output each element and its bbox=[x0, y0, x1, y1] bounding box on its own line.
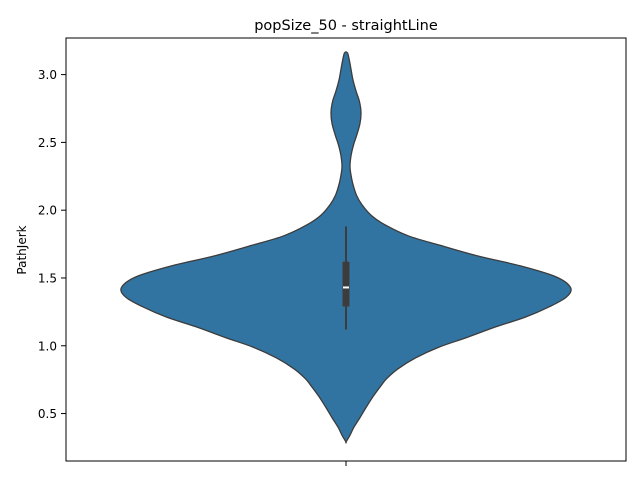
y-axis-label: PathJerk bbox=[15, 225, 29, 274]
y-tick-label: 2.0 bbox=[38, 204, 57, 218]
iqr-box bbox=[342, 261, 350, 307]
box-layer bbox=[342, 226, 350, 330]
y-tick-label: 2.5 bbox=[38, 136, 57, 150]
y-tick-label: 0.5 bbox=[38, 407, 57, 421]
y-tick-label: 1.5 bbox=[38, 271, 57, 285]
y-axis: 0.5 1.0 1.5 2.0 2.5 3.0 bbox=[38, 68, 66, 421]
chart-title: popSize_50 - straightLine bbox=[254, 18, 438, 34]
y-tick-label: 3.0 bbox=[38, 68, 57, 82]
y-tick-label: 1.0 bbox=[38, 339, 57, 353]
